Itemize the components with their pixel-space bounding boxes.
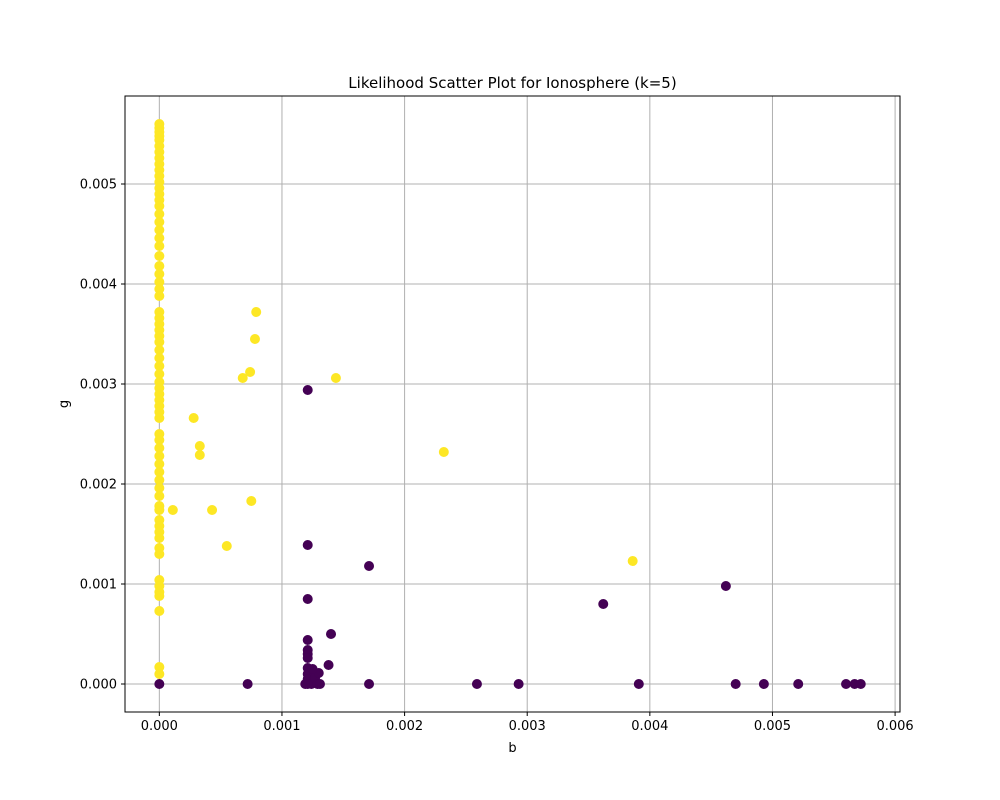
data-point-b xyxy=(758,679,769,689)
data-point-g xyxy=(154,467,165,477)
data-point-b xyxy=(314,679,325,689)
data-point-g xyxy=(194,450,205,460)
data-point-g xyxy=(154,291,165,301)
data-point-g xyxy=(154,662,165,672)
x-tick-label: 0.004 xyxy=(631,719,668,734)
data-point-g xyxy=(154,475,165,485)
x-tick-label: 0.002 xyxy=(386,719,423,734)
data-point-g xyxy=(221,541,232,551)
data-point-b xyxy=(720,581,731,591)
data-point-g xyxy=(154,353,165,363)
data-point-b xyxy=(326,629,337,639)
data-point-g xyxy=(237,373,248,383)
data-point-b xyxy=(364,679,375,689)
data-point-g xyxy=(154,233,165,243)
data-point-g xyxy=(154,241,165,251)
x-tick-label: 0.000 xyxy=(141,719,178,734)
x-axis-label: b xyxy=(508,741,516,756)
data-point-b xyxy=(307,664,318,674)
data-point-g xyxy=(154,361,165,371)
x-tick-label: 0.001 xyxy=(263,719,300,734)
y-axis-label: g xyxy=(57,400,72,408)
data-point-g xyxy=(154,217,165,227)
data-point-b xyxy=(730,679,741,689)
data-point-g xyxy=(154,491,165,501)
data-point-b xyxy=(855,679,866,689)
data-point-b xyxy=(513,679,524,689)
data-point-b xyxy=(364,561,375,571)
y-tick-label: 0.000 xyxy=(80,678,117,693)
data-point-g xyxy=(154,225,165,235)
data-point-g xyxy=(167,505,178,515)
data-point-b xyxy=(793,679,804,689)
data-point-g xyxy=(188,413,199,423)
x-tick-label: 0.006 xyxy=(876,719,913,734)
grid-lines xyxy=(125,96,900,712)
data-point-b xyxy=(302,385,313,395)
data-point-g xyxy=(154,606,165,616)
data-point-g xyxy=(154,337,165,347)
y-tick-label: 0.003 xyxy=(80,378,117,393)
data-point-g xyxy=(154,209,165,219)
data-point-b xyxy=(841,679,852,689)
data-point-g xyxy=(154,435,165,445)
data-point-g xyxy=(154,549,165,559)
data-point-g xyxy=(438,447,449,457)
data-point-g xyxy=(154,669,165,679)
data-point-g xyxy=(154,284,165,294)
data-point-g xyxy=(154,369,165,379)
chart-title: Likelihood Scatter Plot for Ionosphere (… xyxy=(348,74,676,92)
data-point-b xyxy=(302,594,313,604)
data-point-g xyxy=(154,443,165,453)
data-point-b xyxy=(154,679,165,689)
data-point-b xyxy=(471,679,482,689)
data-point-b xyxy=(633,679,644,689)
data-point-g xyxy=(154,345,165,355)
x-tick-label: 0.005 xyxy=(754,719,791,734)
data-point-g xyxy=(330,373,341,383)
x-tick-label: 0.003 xyxy=(509,719,546,734)
data-point-g xyxy=(207,505,218,515)
data-points xyxy=(154,119,866,689)
y-tick-label: 0.004 xyxy=(80,278,117,293)
y-tick-label: 0.001 xyxy=(80,578,117,593)
y-axis-ticks: 0.000 0.001 0.002 0.003 0.004 0.005 xyxy=(80,178,125,693)
data-point-g xyxy=(154,261,165,271)
data-point-g xyxy=(154,451,165,461)
data-point-g xyxy=(194,441,205,451)
data-point-b xyxy=(302,540,313,550)
data-point-g xyxy=(154,269,165,279)
data-point-g xyxy=(154,483,165,493)
data-point-b xyxy=(302,635,313,645)
data-point-g xyxy=(154,413,165,423)
data-point-g xyxy=(245,367,256,377)
data-point-g xyxy=(154,277,165,287)
data-point-g xyxy=(154,251,165,261)
data-point-g xyxy=(154,459,165,469)
y-tick-label: 0.002 xyxy=(80,478,117,493)
data-point-b xyxy=(302,653,313,663)
data-point-g xyxy=(154,505,165,515)
data-point-g xyxy=(249,334,260,344)
data-point-g xyxy=(154,201,165,211)
data-point-b xyxy=(598,599,609,609)
data-point-g xyxy=(154,591,165,601)
data-point-g xyxy=(154,533,165,543)
data-point-g xyxy=(251,307,262,317)
data-point-b xyxy=(242,679,253,689)
data-point-g xyxy=(627,556,638,566)
x-axis-ticks: 0.000 0.001 0.002 0.003 0.004 0.005 0.006 xyxy=(141,712,914,734)
y-tick-label: 0.005 xyxy=(80,178,117,193)
data-point-b xyxy=(323,660,334,670)
data-point-g xyxy=(246,496,257,506)
plot-frame xyxy=(124,95,901,713)
